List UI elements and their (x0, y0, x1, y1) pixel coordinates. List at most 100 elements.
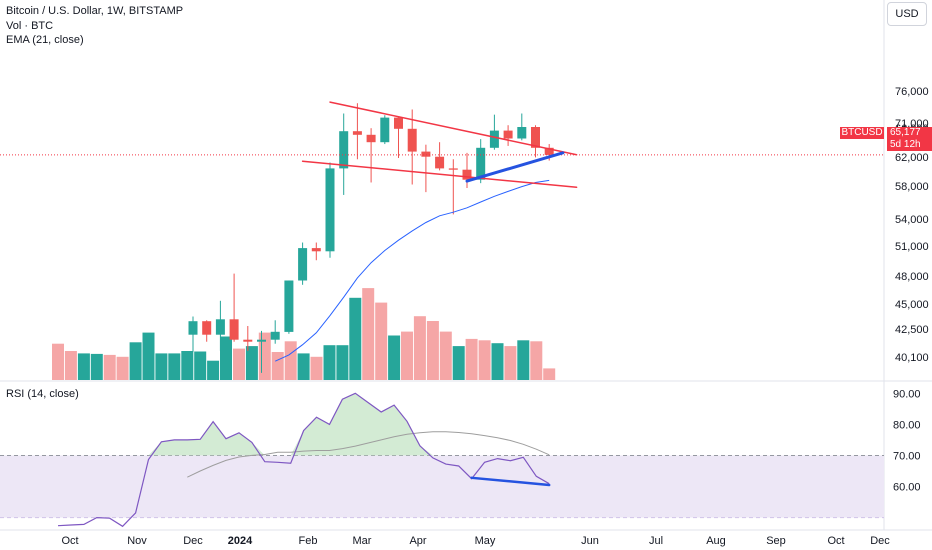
rsi-tick-label: 80.00 (893, 419, 921, 431)
volume-bar (142, 332, 155, 380)
volume-bar (233, 348, 245, 380)
rsi-background (0, 393, 884, 519)
candle-body (462, 169, 472, 180)
price-tick-label: 40,100 (895, 352, 929, 364)
volume-bar (323, 345, 336, 380)
volume-bar (388, 335, 401, 380)
price-tick-label: 42,500 (895, 324, 929, 336)
trendline-lower[interactable] (301, 160, 578, 189)
time-tick-label: Dec (870, 535, 890, 547)
candle-body (435, 156, 445, 169)
volume-legend: Vol · BTC (6, 20, 54, 32)
time-tick-label: Oct (61, 535, 78, 547)
volume-bar (413, 316, 426, 380)
volume-bar (271, 352, 284, 380)
time-tick-label: Dec (183, 535, 203, 547)
volume-bar (517, 340, 530, 380)
candle-body (476, 147, 486, 180)
time-tick-label: Aug (706, 535, 726, 547)
time-tick-label: Nov (127, 535, 147, 547)
volume-bar (64, 351, 77, 380)
candle-body (407, 128, 417, 152)
price-grid (0, 0, 932, 531)
rsi-lines (57, 392, 551, 528)
candle-body (380, 117, 390, 143)
candle-body (311, 248, 321, 252)
time-tick-label: 2024 (228, 535, 253, 547)
volume-bar (543, 368, 556, 380)
volume-bar (310, 356, 323, 380)
rsi-legend: RSI (14, close) (6, 388, 79, 400)
volume-bar (116, 356, 129, 380)
volume-bar (129, 342, 142, 380)
last-price-value: 65,177 (887, 127, 932, 139)
volume-bar (439, 331, 452, 380)
volume-bar (401, 331, 413, 380)
volume-bar (181, 351, 194, 380)
volume-bar (168, 353, 181, 380)
volume-bar (220, 336, 232, 380)
candle-body (339, 131, 349, 169)
volume-bar (530, 341, 543, 380)
candle-body (188, 321, 198, 335)
rsi-neutral-band (0, 455, 884, 518)
volume-bar (349, 297, 362, 380)
price-tick-label: 45,000 (895, 299, 929, 311)
candle-body (531, 127, 540, 148)
volume-bar (245, 346, 258, 380)
volume-bar (297, 353, 310, 380)
volume-bar (336, 345, 349, 380)
chart-title: Bitcoin / U.S. Dollar, 1W, BITSTAMP (6, 5, 184, 17)
volume-bar (194, 351, 207, 380)
volume-bar (362, 288, 375, 380)
candle-body (448, 168, 458, 170)
volume-bar (155, 353, 168, 380)
time-tick-label: Sep (766, 535, 786, 547)
candlesticks (0, 103, 884, 373)
bar-countdown: 5d 12h (887, 139, 932, 151)
volume-bar (77, 353, 90, 380)
volume-bar (504, 346, 517, 380)
rsi-line (57, 392, 550, 528)
candle-body (352, 131, 362, 135)
candle-body (229, 319, 239, 340)
volume-bar (452, 346, 465, 380)
candle-body (394, 117, 403, 129)
ema-line (274, 179, 550, 362)
time-tick-label: May (475, 535, 496, 547)
time-tick-label: Jul (649, 535, 663, 547)
rsi-ma-line (187, 431, 550, 478)
candle-body (366, 134, 376, 143)
price-tick-label: 62,000 (895, 152, 929, 164)
candle-body (517, 127, 527, 139)
candle-body (544, 147, 554, 155)
volume-bars (52, 288, 556, 380)
price-tick-label: 54,000 (895, 214, 929, 226)
time-tick-label: Feb (299, 535, 318, 547)
candle-body (215, 319, 225, 335)
rsi-divergence-line[interactable] (470, 476, 551, 487)
volume-bar (103, 354, 116, 380)
last-price-symbol: BTCUSD (840, 127, 884, 139)
volume-bar (90, 353, 103, 380)
ema-legend: EMA (21, close) (6, 34, 84, 46)
volume-bar (207, 360, 220, 380)
candle-body (270, 331, 280, 340)
rsi-tick-label: 60.00 (893, 482, 921, 494)
candle-body (202, 321, 212, 335)
volume-bar (284, 341, 297, 380)
currency-button[interactable]: USD (887, 2, 927, 26)
candle-body (298, 248, 308, 281)
price-tick-label: 58,000 (895, 181, 929, 193)
trendline-higher-low[interactable] (465, 151, 565, 183)
candle-body (257, 339, 266, 342)
time-tick-label: Mar (353, 535, 372, 547)
candle-body (325, 168, 335, 252)
candle-body (284, 280, 294, 332)
candle-body (421, 151, 431, 157)
trendline-upper[interactable] (329, 101, 578, 156)
candle-body (503, 130, 513, 139)
price-tick-label: 76,000 (895, 86, 929, 98)
time-tick-label: Apr (409, 535, 426, 547)
